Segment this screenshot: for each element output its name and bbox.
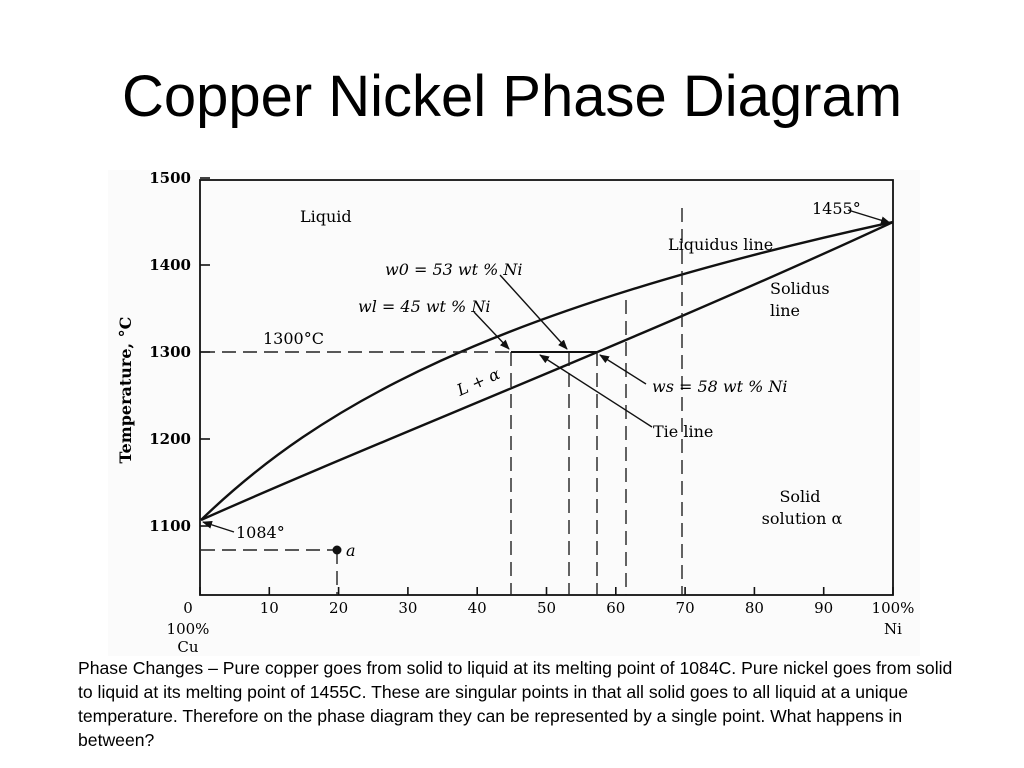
solidus-line-label-2: line	[770, 301, 800, 320]
x-tick-label: 10	[260, 599, 279, 617]
w0-label: w0 = 53 wt % Ni	[385, 260, 523, 279]
slide-caption: Phase Changes – Pure copper goes from so…	[78, 656, 958, 752]
x-tick-label: 90	[814, 599, 833, 617]
x-tick-label: 30	[398, 599, 417, 617]
y-axis-ticks: 1500 1400 1300 1200 1100	[149, 170, 210, 535]
x-tick-label: 40	[468, 599, 487, 617]
ws-label: ws = 58 wt % Ni	[652, 377, 788, 396]
temp-1300-label: 1300°C	[263, 329, 324, 348]
liquidus-line-label: Liquidus line	[668, 235, 773, 254]
solidus-line-label-1: Solidus	[770, 279, 830, 298]
x-tick-label: 70	[676, 599, 695, 617]
annotation-arrows	[202, 209, 891, 533]
tie-line-label: Tie line	[653, 422, 713, 441]
x-left-end-pct: 100%	[167, 620, 210, 638]
x-tick-label: 50	[537, 599, 556, 617]
x-axis-ticks: 0 10 20 30 40 50 60 70 80 90 100%	[183, 587, 914, 617]
cu-melting-label: 1084°	[236, 523, 285, 542]
y-tick-label: 1200	[149, 430, 191, 448]
dashed-guides	[201, 208, 683, 595]
liquidus-curve	[200, 220, 894, 521]
wl-label: wl = 45 wt % Ni	[358, 297, 490, 316]
plot-frame	[199, 179, 894, 596]
y-tick-label: 1400	[149, 256, 191, 274]
x-tick-label: 20	[329, 599, 348, 617]
phase-diagram: 1500 1400 1300 1200 1100 0 10 20 30 40 50 60 70 80 90…	[108, 170, 920, 660]
slide-title: Copper Nickel Phase Diagram	[121, 64, 903, 129]
x-left-end-element: Cu	[177, 638, 198, 656]
y-tick-label: 1100	[149, 517, 191, 535]
y-tick-label: 1500	[149, 170, 191, 187]
region-liquid-label: Liquid	[300, 207, 352, 226]
x-tick-label: 60	[606, 599, 625, 617]
y-tick-label: 1300	[149, 343, 191, 361]
y-axis-label: Temperature, °C	[116, 317, 135, 464]
solidus-curve	[200, 220, 894, 522]
ni-melting-label: 1455°	[812, 199, 861, 218]
x-right-end-element: Ni	[884, 620, 902, 638]
region-solid-label-1: Solid	[779, 487, 820, 506]
x-tick-label: 80	[745, 599, 764, 617]
x-tick-label: 0	[183, 599, 193, 617]
region-solid-label-2: solution α	[762, 509, 843, 528]
point-a-label: a	[346, 541, 356, 560]
x-tick-label: 100%	[872, 599, 915, 617]
point-a-marker	[332, 545, 342, 555]
